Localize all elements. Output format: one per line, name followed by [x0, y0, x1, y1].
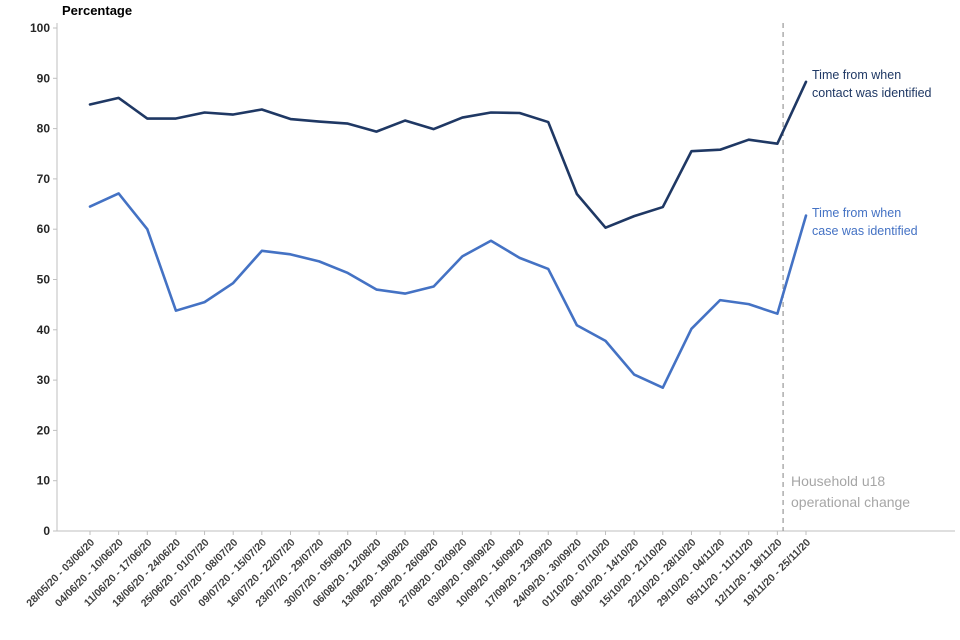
- series-label-case: Time from when case was identified: [812, 204, 918, 240]
- series-label-case-line2: case was identified: [812, 224, 918, 238]
- y-tick-label: 100: [30, 21, 50, 35]
- y-tick-label: 40: [37, 323, 51, 337]
- y-tick-label: 60: [37, 222, 51, 236]
- y-axis-title: Percentage: [62, 3, 133, 18]
- series-label-contact: Time from when contact was identified: [812, 66, 932, 102]
- series-line-contact: [88, 80, 808, 229]
- series-line-case: [88, 192, 808, 389]
- y-tick-label: 80: [37, 122, 51, 136]
- y-tick-label: 70: [37, 172, 51, 186]
- y-tick-label: 50: [37, 273, 51, 287]
- y-tick-label: 20: [37, 423, 51, 437]
- series-label-contact-line1: Time from when: [812, 68, 902, 82]
- series-label-contact-line2: contact was identified: [812, 86, 932, 100]
- annotation-household-line1: Household u18: [791, 473, 886, 489]
- annotation-household-line2: operational change: [791, 494, 911, 510]
- y-tick-label: 10: [37, 474, 51, 488]
- series-label-case-line1: Time from when: [812, 206, 902, 220]
- y-tick-label: 30: [37, 373, 51, 387]
- y-tick-label: 90: [37, 71, 51, 85]
- y-tick-label: 0: [43, 524, 50, 538]
- annotation-household: Household u18 operational change: [791, 471, 910, 513]
